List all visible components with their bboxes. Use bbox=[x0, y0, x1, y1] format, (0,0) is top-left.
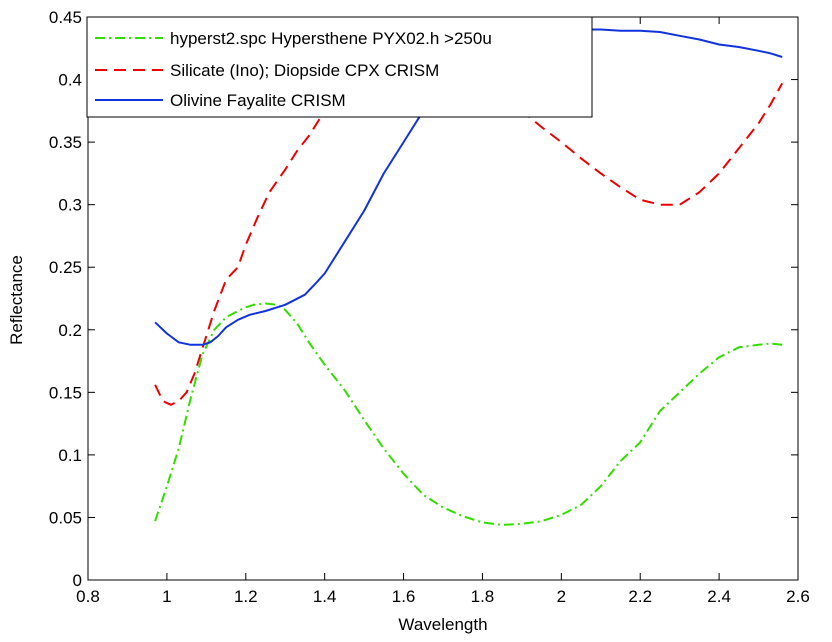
legend-label-hypersthene: hyperst2.spc Hypersthene PYX02.h >250u bbox=[170, 29, 492, 48]
y-tick-label: 0.2 bbox=[58, 321, 82, 340]
y-tick-label: 0.05 bbox=[49, 508, 82, 527]
axes: 0.8 1 1.2 1.4 1.6 1.8 2 2.2 2.4 2.6 0 0.05 0.1 0.15 0.… bbox=[49, 8, 810, 606]
y-tick-label: 0.3 bbox=[58, 196, 82, 215]
x-tick-label: 2.6 bbox=[786, 587, 810, 606]
legend-box bbox=[86, 16, 593, 118]
y-tick-label: 0 bbox=[73, 571, 82, 590]
y-tick-label: 0.15 bbox=[49, 383, 82, 402]
x-tick-label: 1.6 bbox=[392, 587, 416, 606]
y-axis-title: Reflectance bbox=[7, 255, 26, 345]
x-tick-label: 2 bbox=[557, 587, 566, 606]
legend-label-olivine: Olivine Fayalite CRISM bbox=[170, 91, 346, 110]
legend: hyperst2.spc Hypersthene PYX02.h >250u S… bbox=[86, 16, 593, 118]
legend-label-diopside: Silicate (Ino); Diopside CPX CRISM bbox=[170, 61, 439, 80]
y-tick-label: 0.45 bbox=[49, 8, 82, 27]
x-tick-label: 1.2 bbox=[234, 587, 258, 606]
x-tick-label: 0.8 bbox=[76, 587, 100, 606]
x-tick-label: 2.2 bbox=[628, 587, 652, 606]
y-tick-label: 0.35 bbox=[49, 133, 82, 152]
y-tick-label: 0.4 bbox=[58, 71, 82, 90]
series-line-0 bbox=[154, 302, 783, 526]
x-tick-label: 1.8 bbox=[471, 587, 495, 606]
x-tick-label: 1 bbox=[162, 587, 171, 606]
x-tick-label: 2.4 bbox=[707, 587, 731, 606]
y-tick-label: 0.1 bbox=[58, 446, 82, 465]
x-tick-label: 1.4 bbox=[313, 587, 337, 606]
y-tick-label: 0.25 bbox=[49, 258, 82, 277]
x-axis-title: Wavelength bbox=[398, 615, 487, 634]
